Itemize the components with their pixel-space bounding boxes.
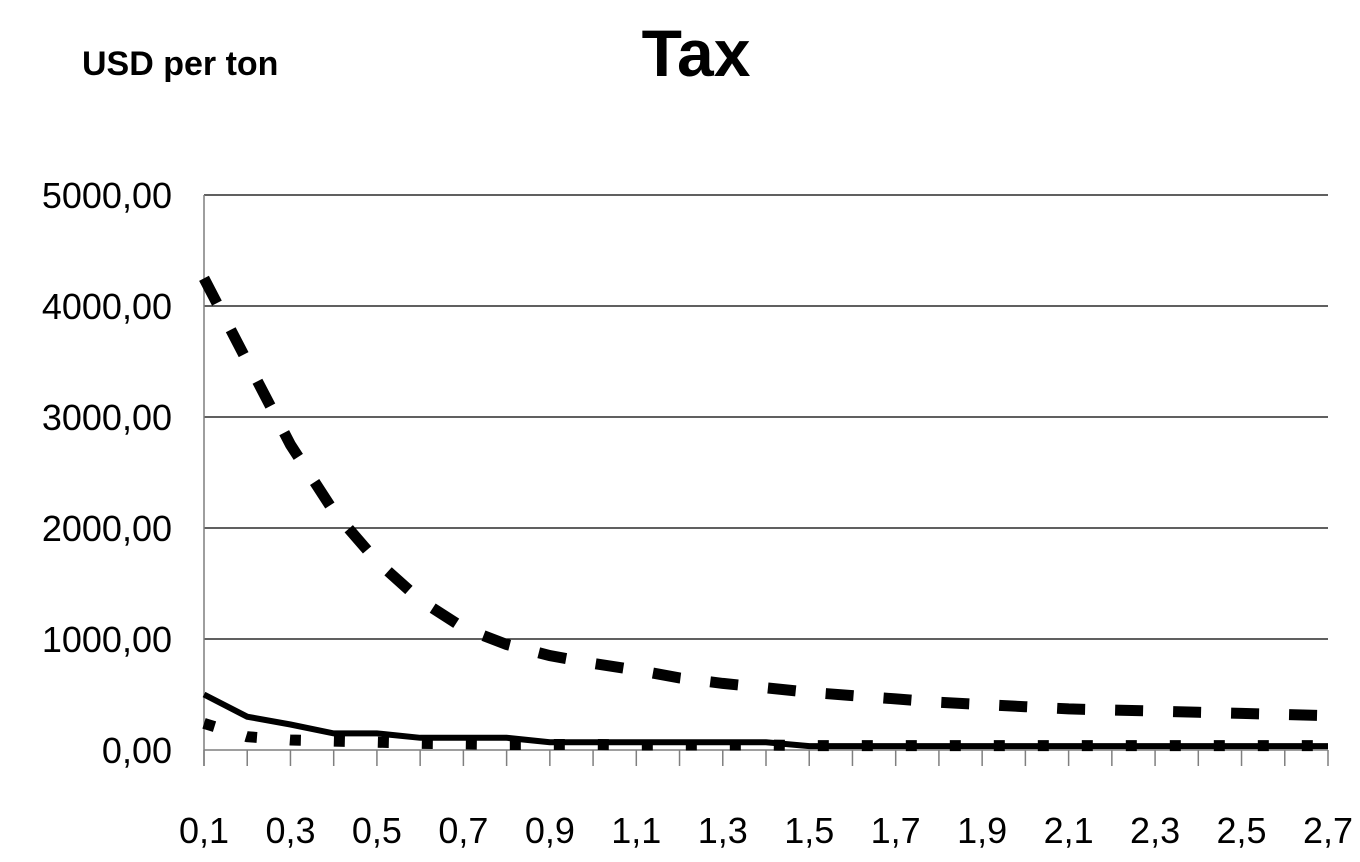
series-line-1: [199, 275, 1329, 722]
y-tick-label: 1000,00: [42, 619, 172, 660]
x-tick-label: 0,7: [438, 810, 488, 851]
x-tick-label: 2,5: [1217, 810, 1267, 851]
x-tick-label: 1,7: [871, 810, 921, 851]
x-tick-label: 2,7: [1303, 810, 1353, 851]
y-axis-label: USD per ton: [82, 45, 278, 83]
x-tick-label: 0,3: [265, 810, 315, 851]
x-tick-label: 1,5: [784, 810, 834, 851]
x-tick-label: 0,9: [525, 810, 575, 851]
x-tick-label: 1,1: [611, 810, 661, 851]
x-tick-label: 1,3: [698, 810, 748, 851]
y-tick-label: 2000,00: [42, 508, 172, 549]
y-axis-ticks: 0,00 1000,00 2000,00 3000,00 4000,00 5000,00: [42, 175, 172, 771]
series-line-2: [202, 691, 1328, 750]
y-tick-label: 4000,00: [42, 286, 172, 327]
series-lines: [199, 275, 1329, 752]
x-axis-ticks: 0,1 0,3 0,5 0,7 0,9 1,1 1,3 1,5 1,7 1,9 2,1 2,3 2,5 2…: [179, 750, 1353, 851]
x-tick-label: 1,9: [957, 810, 1007, 851]
x-tick-label: 0,5: [352, 810, 402, 851]
y-tick-label: 5000,00: [42, 175, 172, 216]
x-tick-label: 2,1: [1044, 810, 1094, 851]
chart-title: Tax: [642, 16, 751, 90]
gridlines: [203, 194, 1328, 766]
y-tick-label: 0,00: [102, 730, 172, 771]
x-tick-label: 2,3: [1130, 810, 1180, 851]
x-tick-label: 0,1: [179, 810, 229, 851]
y-tick-label: 3000,00: [42, 397, 172, 438]
